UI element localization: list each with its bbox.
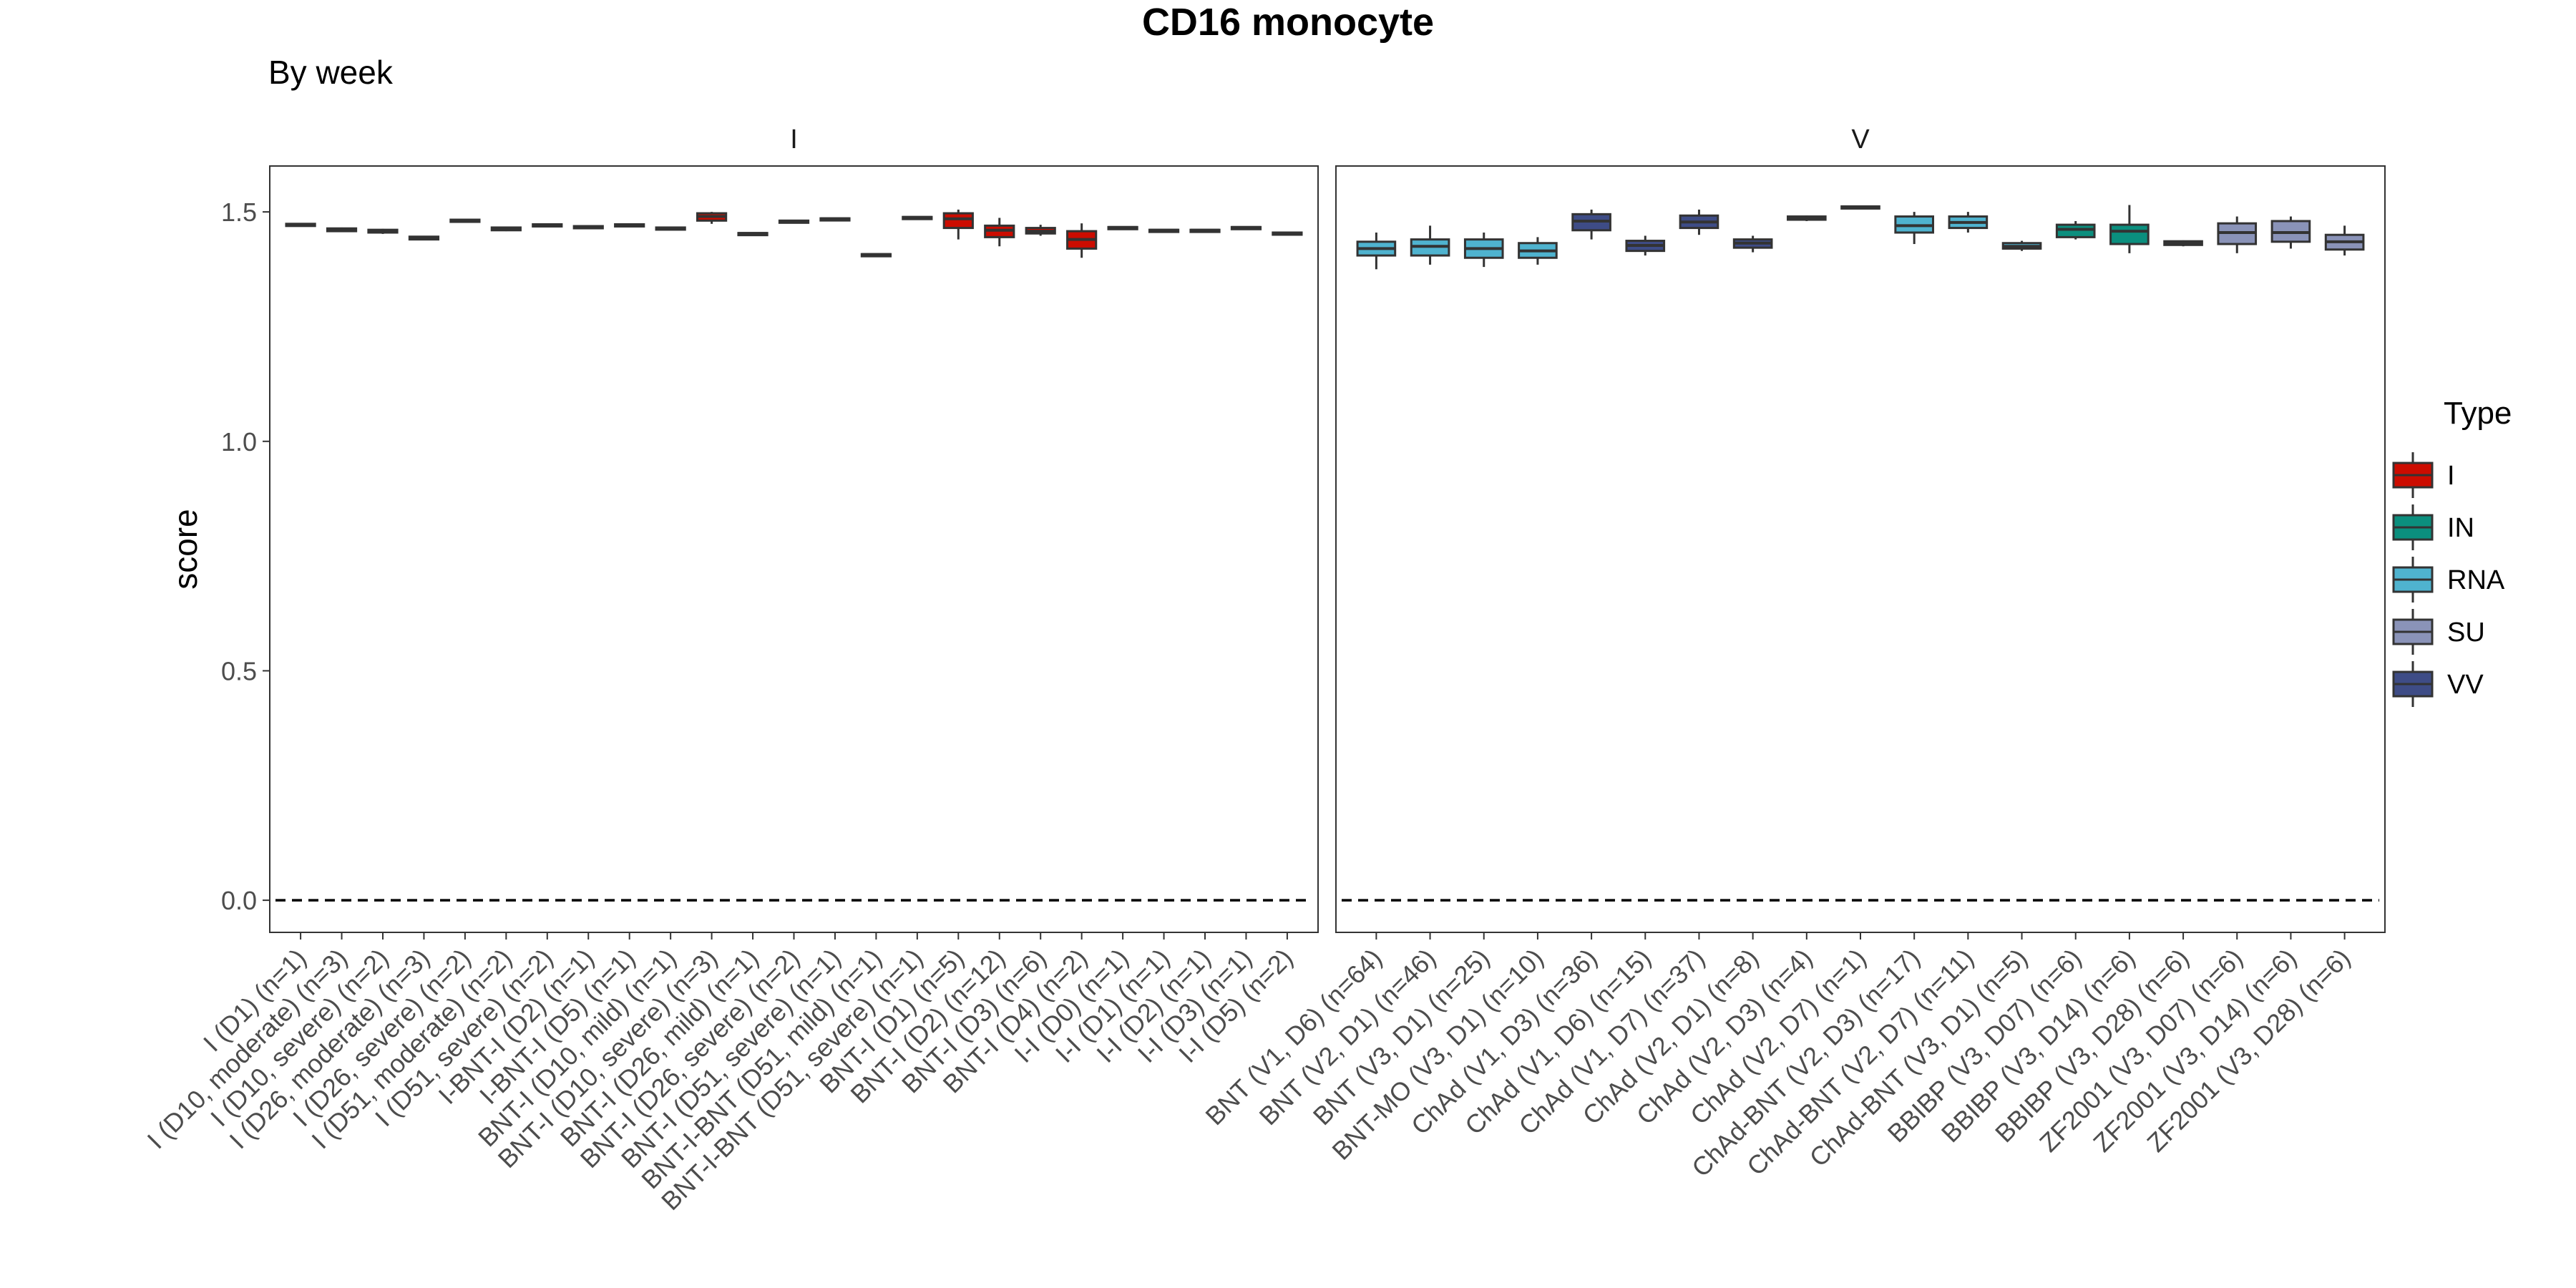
panel-label: V xyxy=(1851,125,1870,155)
chart-subtitle: By week xyxy=(268,54,393,91)
legend-title: Type xyxy=(2444,396,2512,431)
y-axis-title: score xyxy=(167,509,204,589)
legend-label: IN xyxy=(2447,513,2474,543)
panel-label: I xyxy=(790,125,798,155)
legend-label: RNA xyxy=(2447,565,2505,595)
y-tick-label: 0.0 xyxy=(221,886,257,915)
panel-border xyxy=(1335,165,2386,933)
y-tick-label: 0.5 xyxy=(221,656,257,686)
legend-label: VV xyxy=(2447,670,2484,700)
chart-title: CD16 monocyte xyxy=(1141,1,1435,44)
legend-label: SU xyxy=(2447,618,2485,648)
panel-border xyxy=(269,165,1319,933)
box-IN xyxy=(2109,223,2150,245)
legend-label: I xyxy=(2447,461,2455,491)
box-I xyxy=(942,212,974,230)
y-tick-label: 1.5 xyxy=(221,197,257,227)
y-tick-label: 1.0 xyxy=(221,427,257,457)
box-IN xyxy=(2055,223,2096,238)
